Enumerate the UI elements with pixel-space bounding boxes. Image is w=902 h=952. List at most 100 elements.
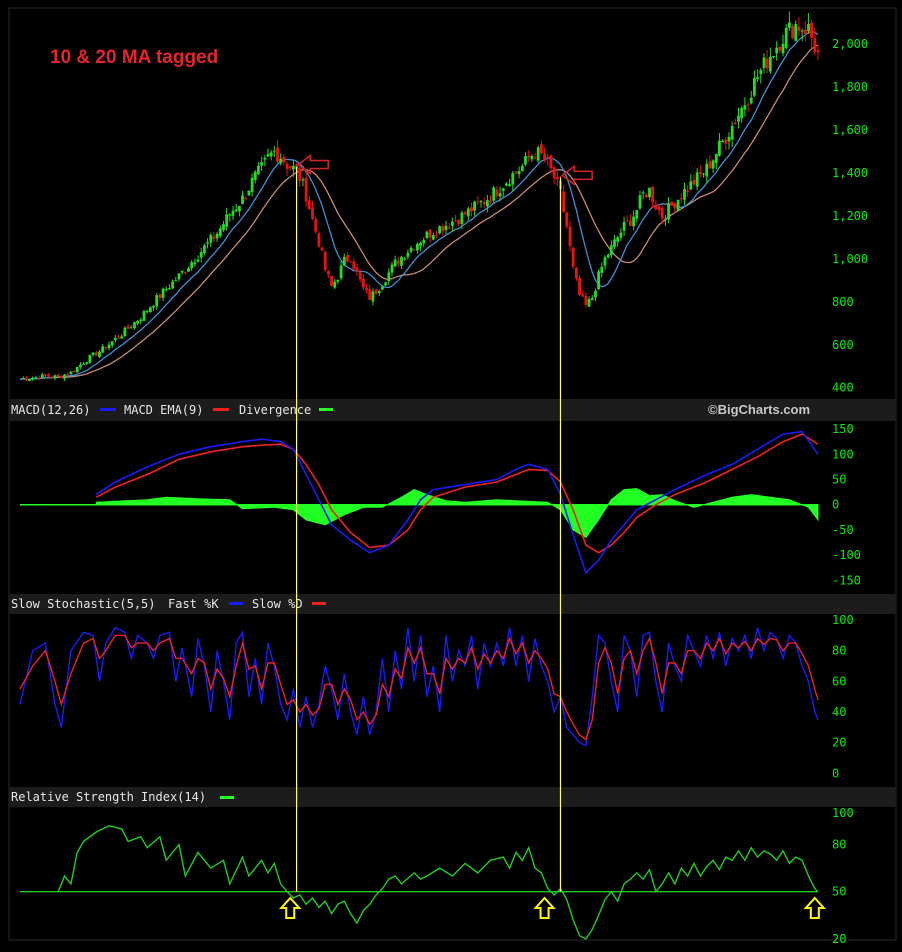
candle-body [470,207,473,212]
candle [702,172,705,178]
candle-body [781,43,785,54]
candle-body [784,27,788,48]
candle-body [225,214,229,227]
annotation-title: 10 & 20 MA tagged [50,47,218,68]
candle-body [120,336,124,339]
candle [587,296,591,308]
candle-body [342,256,346,266]
candle [276,140,279,164]
candle [88,354,92,365]
candle-body [129,327,133,329]
candle-body [101,346,105,353]
candle [609,240,613,259]
candle [231,206,235,220]
candle [431,232,435,241]
candle [152,304,155,312]
y-tick-label: 0 [832,766,839,780]
divergence-area [95,488,819,539]
candle-body [540,144,543,154]
candle [641,190,645,200]
candle [37,375,41,381]
candle-body [263,157,267,160]
candle [762,53,766,74]
candle-body [352,261,356,269]
ma-arrows-group [296,153,593,186]
candle-body [454,220,457,222]
candle [718,132,721,157]
candle-body [266,154,270,157]
candle [733,118,737,125]
candle [740,105,744,123]
candle-body [292,165,295,170]
candle [199,247,203,263]
candle-body [756,77,759,80]
candle-body [320,247,324,251]
candle [743,97,747,117]
candle-body [304,177,308,202]
candle [346,252,349,263]
candle-body [689,181,693,190]
candle-body [536,147,540,161]
candle-body [164,289,168,291]
macd-y-axis: 150 100 50 0 -50 -100 -150 [832,422,861,587]
candle [625,215,629,223]
candle-body [597,271,600,290]
candle-body [330,275,333,286]
candle [349,261,352,263]
candle [482,197,486,208]
candle [174,276,178,282]
rsi-lines [20,824,819,940]
candle-body [301,179,305,181]
candle [794,20,798,42]
candle [590,295,594,301]
candle-body [451,221,454,226]
y-tick-label: -100 [832,548,861,562]
candle [53,374,57,381]
candle-body [463,212,467,215]
candle [91,352,95,357]
y-tick-label: 20 [832,736,846,750]
candle-body [50,376,54,378]
candle [25,375,28,382]
candle [664,215,667,226]
candle-body [657,206,661,211]
candle-body [349,261,352,263]
candle-body [387,272,391,282]
up-arrow-icon [278,896,302,919]
candle [285,161,289,176]
candle-body [110,341,114,346]
candle-body [247,190,251,196]
candle [778,46,782,54]
candle [212,231,216,243]
candle [657,204,661,215]
candle [772,55,775,59]
candle-body [384,282,387,286]
candle [168,284,171,290]
y-tick-label: 400 [832,381,854,395]
candle [161,287,165,302]
candle-body [82,363,85,365]
candle-body [317,233,321,247]
candle [501,188,505,197]
candle-body [288,166,292,169]
candle-body [816,50,820,53]
candle-body [498,193,502,197]
candle-body [435,234,438,236]
candle [565,211,569,229]
candle [164,286,168,292]
candle-body [587,299,591,307]
up-arrow-icon [803,896,827,919]
candle-body [381,286,384,290]
candle [250,173,254,197]
candle [727,132,731,150]
candle-body [489,200,492,202]
candle-body [123,327,127,336]
candle-body [126,326,130,329]
candle-body [282,156,286,163]
candle [438,225,442,235]
candle-body [803,29,807,35]
candle [705,159,709,183]
candle-body [298,168,302,181]
candle [253,170,257,184]
